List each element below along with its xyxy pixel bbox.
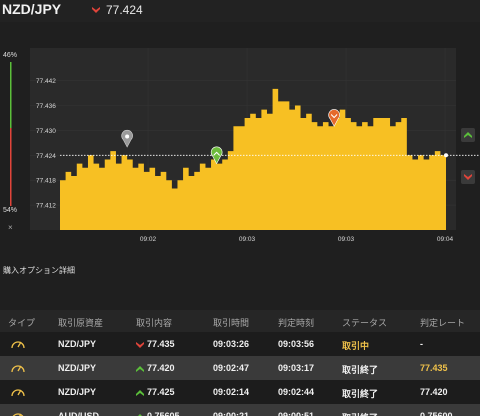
row-asset: NZD/JPY bbox=[58, 339, 97, 349]
header-trade: 取引内容 bbox=[136, 318, 173, 328]
row-trade-rate: 77.425 bbox=[147, 387, 175, 397]
header-asset: 取引原資産 bbox=[58, 318, 104, 328]
row-judge-rate: - bbox=[420, 339, 423, 349]
row-trade: 77.425 bbox=[136, 387, 175, 397]
arrow-up-icon bbox=[137, 413, 143, 416]
x-axis: 09:02 09:03 09:03 09:04 bbox=[140, 236, 454, 243]
section-title: 購入オプション詳細 bbox=[3, 266, 75, 275]
arrow-down-icon bbox=[328, 109, 340, 127]
arrow-up-icon bbox=[136, 389, 144, 396]
row-judge-rate: 77.420 bbox=[420, 387, 448, 397]
map-pin-icon bbox=[121, 129, 133, 148]
gauge-icon bbox=[11, 389, 25, 397]
gauge-icon bbox=[11, 365, 25, 373]
row-trade: 0.75605 bbox=[136, 411, 180, 416]
row-trade-rate: 77.420 bbox=[147, 363, 175, 373]
row-trade: 77.420 bbox=[136, 363, 175, 373]
current-price-dot bbox=[444, 153, 448, 158]
arrow-up-icon bbox=[464, 132, 472, 138]
header-status: ステータス bbox=[342, 318, 388, 328]
y-tick-label: 77.424 bbox=[36, 153, 56, 160]
header-time: 取引時間 bbox=[213, 318, 250, 328]
row-asset: AUD/USD bbox=[58, 411, 100, 416]
row-judge-rate: 0.75600 bbox=[420, 411, 453, 416]
row-judge-time: 09:03:17 bbox=[278, 363, 315, 373]
row-asset: NZD/JPY bbox=[58, 387, 97, 397]
arrow-up-icon bbox=[210, 146, 223, 165]
row-time: 09:02:47 bbox=[213, 363, 250, 373]
side-buy-button[interactable] bbox=[461, 128, 475, 142]
x-tick-label: 09:03 bbox=[338, 236, 355, 243]
arrow-down-icon bbox=[92, 7, 100, 13]
price-chart: 77.442 77.436 77.430 77.424 77.418 77.412 09:… bbox=[30, 48, 480, 243]
gauge-close-icon[interactable]: × bbox=[8, 223, 13, 232]
gauge-up-percent: 46% bbox=[3, 52, 18, 59]
row-judge-time: 09:03:56 bbox=[278, 339, 315, 349]
gauge-icon bbox=[11, 341, 25, 349]
sentiment-gauge: 46% 54% × bbox=[0, 40, 22, 234]
gauge-up-bar bbox=[10, 62, 12, 128]
gauge-down-bar bbox=[10, 128, 12, 206]
row-judge-rate: 77.435 bbox=[420, 363, 448, 373]
row-judge-time: 09:00:51 bbox=[278, 411, 315, 416]
arrow-down-icon bbox=[136, 341, 144, 348]
row-judge-time: 09:02:44 bbox=[278, 387, 315, 397]
row-trade: 77.435 bbox=[136, 339, 175, 349]
y-tick-label: 77.442 bbox=[36, 78, 56, 85]
y-tick-label: 77.418 bbox=[36, 178, 56, 185]
header-type: タイプ bbox=[8, 318, 36, 328]
pair-title: NZD/JPY bbox=[2, 1, 62, 17]
table-row[interactable]: NZD/JPY 77.435 09:03:26 09:03:56 取引中 - bbox=[0, 332, 480, 356]
y-tick-label: 77.430 bbox=[36, 128, 56, 135]
table-row[interactable]: AUD/USD 0.75605 09:00:21 09:00:51 取引終了 0.7560… bbox=[0, 404, 480, 416]
chart-panel: 46% 54% × 77.442 77.436 77.430 77.424 77.418… bbox=[0, 40, 480, 250]
current-price: 77.424 bbox=[106, 3, 143, 17]
price-area bbox=[60, 88, 446, 231]
row-status: 取引中 bbox=[342, 341, 370, 351]
y-tick-label: 77.412 bbox=[36, 203, 56, 210]
gauge-icon bbox=[12, 413, 24, 416]
gauge-down-percent: 54% bbox=[3, 207, 18, 214]
row-trade-rate: 0.75605 bbox=[147, 411, 180, 416]
y-tick-label: 77.436 bbox=[36, 103, 56, 110]
row-time: 09:03:26 bbox=[213, 339, 250, 349]
x-tick-label: 09:02 bbox=[140, 236, 157, 243]
header-judge-time: 判定時刻 bbox=[278, 318, 315, 328]
x-tick-label: 09:04 bbox=[437, 236, 454, 243]
row-time: 09:02:14 bbox=[213, 387, 250, 397]
table-row[interactable]: NZD/JPY 77.425 09:02:14 09:02:44 取引終了 77.420 bbox=[0, 380, 480, 404]
side-sell-button[interactable] bbox=[461, 170, 475, 184]
header-judge-rate: 判定レート bbox=[420, 318, 466, 328]
table-header: タイプ 取引原資産 取引内容 取引時間 判定時刻 ステータス 判定レート bbox=[0, 310, 480, 332]
row-trade-rate: 77.435 bbox=[147, 339, 175, 349]
row-time: 09:00:21 bbox=[213, 411, 250, 416]
y-axis: 77.442 77.436 77.430 77.424 77.418 77.412 bbox=[36, 78, 56, 210]
row-status: 取引終了 bbox=[342, 389, 379, 399]
x-tick-label: 09:03 bbox=[239, 236, 256, 243]
arrow-up-icon bbox=[136, 365, 144, 372]
arrow-down-icon bbox=[464, 174, 472, 180]
table-row[interactable]: NZD/JPY 77.420 09:02:47 09:03:17 取引終了 77.435 bbox=[0, 356, 480, 380]
header-bar: NZD/JPY 77.424 bbox=[0, 0, 480, 22]
trade-markers bbox=[121, 109, 340, 165]
row-status: 取引終了 bbox=[342, 365, 379, 375]
row-status: 取引終了 bbox=[342, 411, 378, 416]
row-asset: NZD/JPY bbox=[58, 363, 97, 373]
